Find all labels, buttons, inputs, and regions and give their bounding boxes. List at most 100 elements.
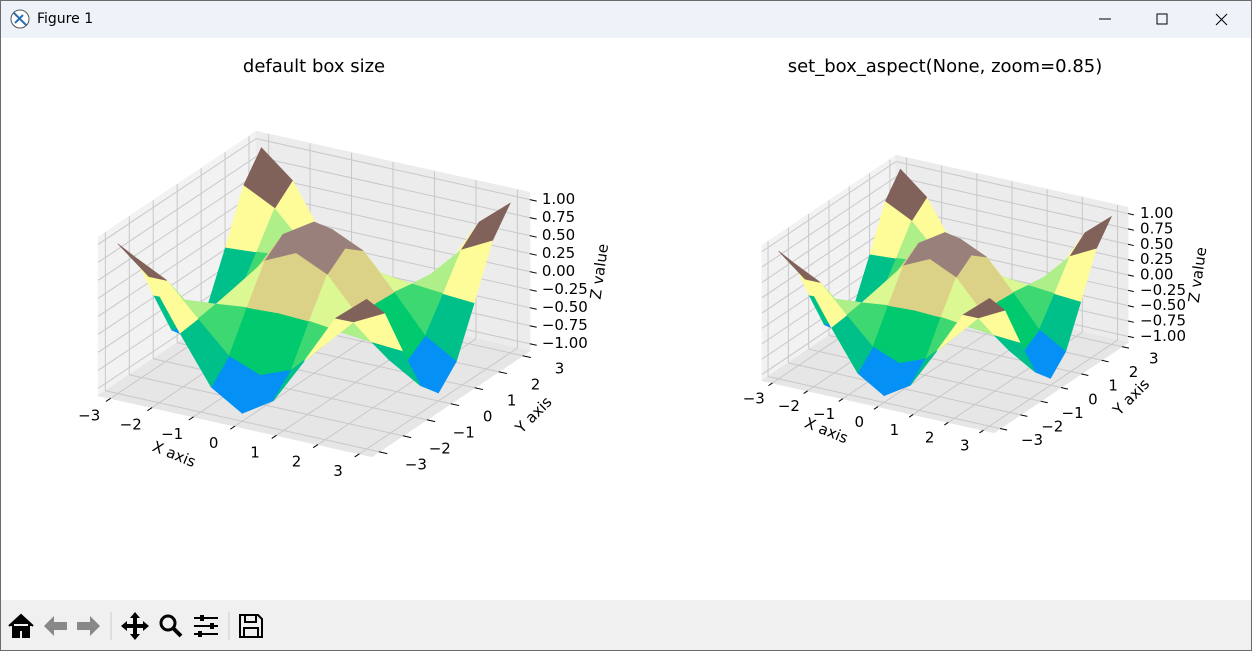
grid-line [256,156,530,219]
tick-mark [498,371,508,375]
z-tick-label: 0.25 [1140,250,1173,268]
grid-line [97,174,257,281]
z-tick-label: 0.25 [542,244,575,262]
tick-mark [1040,400,1048,404]
z-tick-label: −1.00 [542,334,588,352]
grid-line [97,192,257,299]
tick-mark [229,425,236,430]
close-button[interactable] [1215,13,1228,26]
tick-mark [1121,346,1130,349]
y-tick-label: 3 [555,360,565,378]
tick-mark [908,414,914,418]
chart-title: set_box_aspect(None, zoom=0.85) [788,56,1103,77]
z-tick-label: −0.25 [542,280,588,298]
x-tick-label: −3 [743,389,765,407]
tick-mark [529,199,537,202]
grid-line [788,362,1021,416]
z-axis-label: Z value [1185,246,1211,304]
forward-button[interactable] [77,616,100,636]
grid-line [761,161,897,253]
tick-mark [529,253,537,256]
window-title: Figure 1 [37,11,94,27]
z-tick-label: 1.00 [1140,204,1173,222]
pan-button[interactable] [121,612,149,640]
grid-line [97,210,257,317]
z-tick-label: 1.00 [542,190,575,208]
zoom-button-handle[interactable] [171,626,183,638]
x-tick-label: 1 [250,443,260,461]
tick-mark [529,271,537,274]
tick-mark [768,382,773,387]
configure-button[interactable] [194,617,218,635]
tick-mark [1127,289,1134,293]
surface-face [1054,248,1097,302]
y-tick-label: −1 [1062,404,1084,422]
title-bar-icons [10,9,1228,29]
tick-mark [1127,274,1134,277]
x-tick-label: 0 [854,413,864,431]
z-tick-label: −0.25 [1140,281,1186,299]
tick-mark [1127,305,1134,308]
tick-mark [312,444,319,449]
app-icon-mark [13,12,27,26]
y-tick-label: −3 [1021,431,1043,449]
grid-line [761,176,897,268]
grid-line [97,138,257,245]
tick-mark [1127,320,1134,323]
toolbar [1,600,1251,650]
surface-face [778,250,821,283]
zoom-button[interactable] [159,614,177,632]
grid-line [256,138,530,201]
tick-mark [1127,213,1134,216]
tick-mark [1127,228,1134,231]
tick-mark [426,419,436,423]
grid-line [761,222,897,314]
z-tick-label: 0.00 [1140,265,1173,283]
tick-mark [522,355,531,359]
tick-mark [1020,414,1028,417]
y-tick-label: 3 [1149,349,1159,367]
grid-line [895,176,1129,230]
y-axis-label: Y axis [511,393,556,438]
grid-line [767,375,1001,429]
grid-line [129,374,404,437]
surface-face [442,240,493,304]
tick-mark [474,387,484,391]
x-tick-label: −1 [813,405,835,423]
surface-face [117,243,167,281]
tick-mark [1127,259,1134,262]
y-tick-label: 0 [1088,390,1098,408]
z-tick-label: −0.75 [1140,312,1186,330]
tick-mark [147,407,153,412]
y-tick-label: −2 [429,440,451,458]
z-tick-label: −0.50 [542,298,588,316]
grid-line [153,358,427,421]
x-tick-label: 1 [890,421,900,439]
grid-line [97,156,257,263]
tick-mark [1127,243,1134,247]
x-tick-label: 2 [925,429,935,447]
tick-mark [529,343,537,346]
tick-mark [1081,373,1089,376]
tick-mark [944,421,949,426]
grid-line [895,161,1129,215]
z-tick-label: 0.75 [542,208,575,226]
tick-mark [378,451,388,455]
configure-button-sliders[interactable] [198,615,214,637]
back-button[interactable] [44,616,67,636]
tick-mark [979,429,984,434]
tick-mark [803,390,808,394]
tick-mark [1000,427,1008,431]
chart-title: default box size [243,56,385,77]
y-tick-label: 2 [1129,363,1139,381]
x-tick-label: 3 [333,462,343,480]
x-tick-label: −2 [778,397,800,415]
tick-mark [1060,387,1069,390]
tick-mark [402,435,412,439]
tick-mark [105,397,111,402]
save-button[interactable] [239,614,263,638]
maximize-button[interactable] [1156,13,1168,25]
home-button[interactable] [8,613,34,638]
